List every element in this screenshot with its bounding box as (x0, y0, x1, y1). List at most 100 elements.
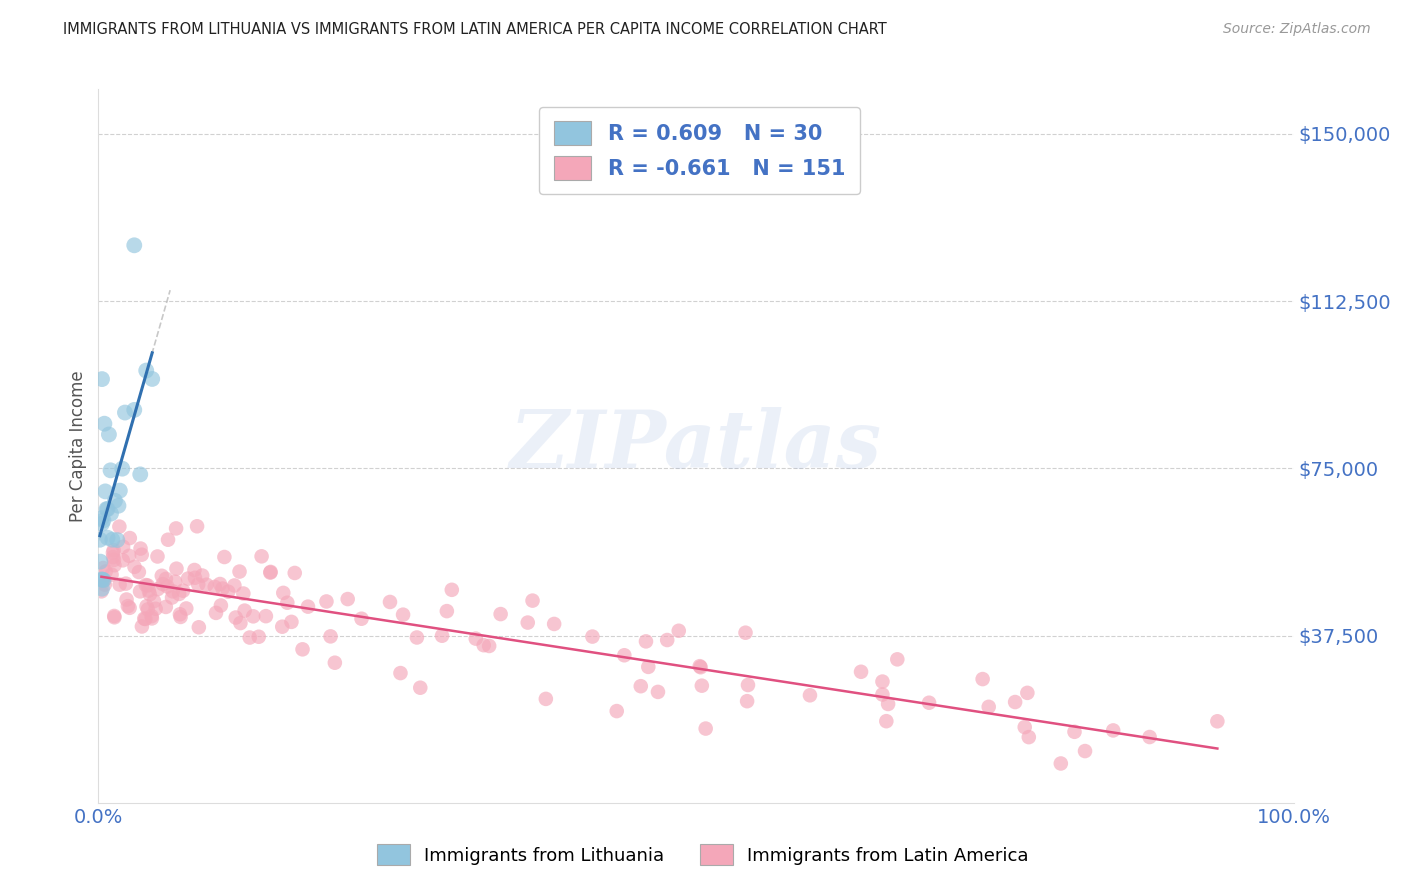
Point (224, 578, 246, 592)
Point (136, 578, 159, 592)
Point (131, 548, 153, 562)
Point (315, 594, 337, 608)
Point (1206, 714, 1229, 729)
Point (217, 584, 239, 599)
Point (606, 704, 628, 718)
Point (156, 579, 179, 593)
Point (166, 562, 188, 576)
Point (271, 586, 294, 600)
Point (138, 583, 160, 598)
Point (689, 659, 711, 673)
Point (886, 652, 908, 666)
Point (918, 696, 941, 710)
Point (1014, 720, 1036, 734)
Point (118, 531, 141, 545)
Point (114, 405, 136, 419)
Point (1049, 756, 1071, 771)
Point (169, 610, 191, 624)
Point (155, 572, 177, 586)
Point (103, 558, 125, 573)
Point (254, 609, 277, 624)
Point (690, 679, 713, 693)
Point (89, 555, 111, 569)
Point (291, 642, 314, 657)
Point (389, 666, 412, 681)
Point (336, 592, 359, 607)
Point (141, 372, 163, 386)
Point (735, 694, 758, 708)
Point (94, 577, 117, 591)
Point (91, 582, 114, 596)
Point (378, 595, 401, 609)
Point (205, 606, 228, 620)
Point (155, 599, 177, 614)
Text: ZIPatlas: ZIPatlas (510, 408, 882, 484)
Point (108, 519, 131, 533)
Point (90, 511, 112, 525)
Point (157, 533, 180, 547)
Point (93, 573, 115, 587)
Point (250, 549, 273, 564)
Point (276, 596, 298, 610)
Point (96, 502, 118, 516)
Point (543, 616, 565, 631)
Point (872, 674, 894, 689)
Point (1139, 730, 1161, 744)
Point (233, 604, 256, 618)
Point (259, 565, 281, 579)
Point (167, 587, 190, 601)
Point (183, 563, 205, 577)
Point (115, 592, 138, 607)
Point (172, 583, 194, 598)
Point (129, 541, 152, 556)
Point (228, 565, 250, 579)
Point (146, 549, 169, 564)
Point (165, 574, 187, 589)
Point (100, 507, 122, 521)
Legend: Immigrants from Lithuania, Immigrants from Latin America: Immigrants from Lithuania, Immigrants fr… (370, 837, 1036, 872)
Point (103, 553, 125, 567)
Point (214, 549, 236, 564)
Point (271, 620, 294, 634)
Point (323, 656, 346, 670)
Point (695, 722, 717, 736)
Point (101, 550, 124, 565)
Point (247, 630, 270, 644)
Point (103, 610, 125, 624)
Point (478, 639, 501, 653)
Point (134, 612, 156, 626)
Point (150, 569, 173, 583)
Point (89, 533, 111, 547)
Point (581, 630, 603, 644)
Point (103, 543, 125, 558)
Point (152, 577, 174, 591)
Point (165, 521, 187, 535)
Point (186, 519, 208, 533)
Point (169, 607, 191, 622)
Legend: R = 0.609   N = 30, R = -0.661   N = 151: R = 0.609 N = 30, R = -0.661 N = 151 (538, 107, 860, 194)
Point (100, 567, 122, 582)
Point (489, 607, 512, 621)
Point (872, 688, 894, 702)
Point (392, 607, 415, 622)
Point (1074, 744, 1097, 758)
Point (209, 599, 232, 613)
Point (162, 584, 184, 599)
Point (284, 566, 307, 580)
Point (877, 697, 900, 711)
Point (242, 609, 264, 624)
Point (160, 591, 183, 605)
Point (141, 609, 163, 624)
Point (104, 493, 127, 508)
Point (93, 417, 115, 431)
Point (657, 633, 679, 648)
Point (634, 634, 657, 648)
Point (96, 531, 118, 545)
Point (436, 604, 458, 618)
Point (103, 609, 125, 624)
Point (124, 559, 146, 574)
Point (184, 571, 207, 585)
Point (849, 665, 872, 679)
Point (187, 577, 209, 591)
Point (225, 610, 247, 624)
